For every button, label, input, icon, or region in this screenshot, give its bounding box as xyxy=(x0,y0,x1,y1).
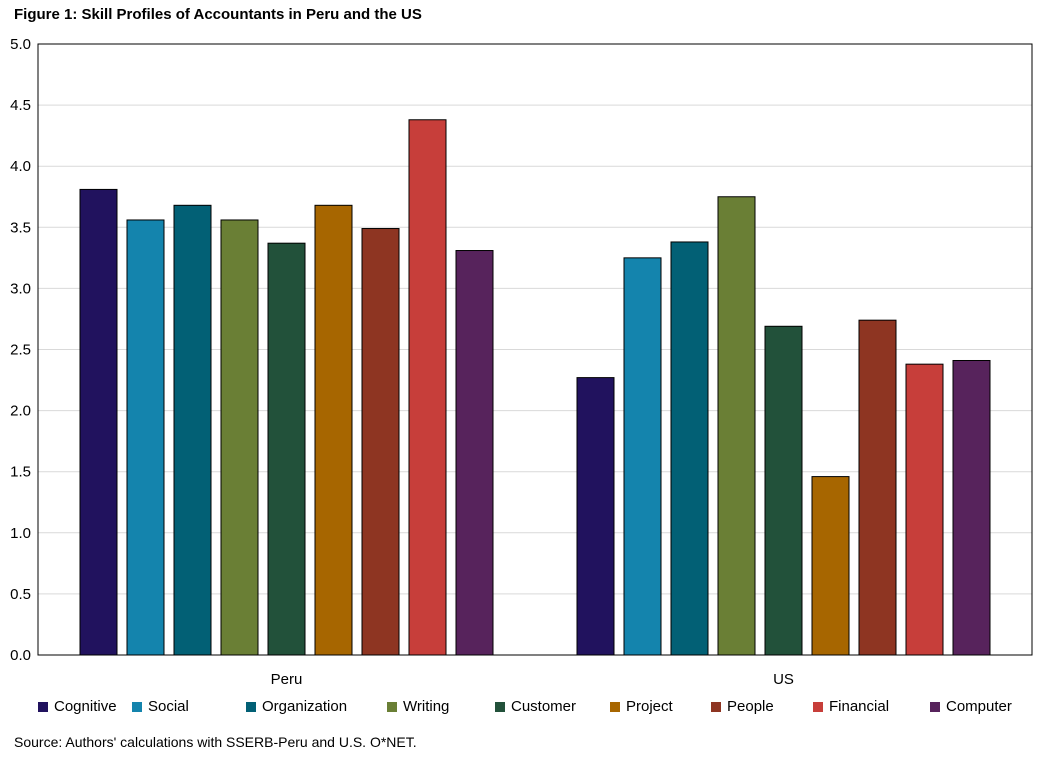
legend-label: Social xyxy=(148,698,189,715)
bar-chart: 0.0 0.5 1.0 1.5 2.0 2.5 3.0 3.5 4.0 4.5 5.0 Peru US xyxy=(10,36,1033,688)
legend-swatch xyxy=(711,701,721,712)
legend-item-writing: Writing xyxy=(387,698,449,715)
bar-cognitive-peru xyxy=(79,188,118,656)
legend-item-organization: Organization xyxy=(246,698,347,715)
y-tick-label: 5.0 xyxy=(10,36,31,53)
bar-customer-us xyxy=(764,325,803,656)
bar-cognitive-us xyxy=(576,377,615,656)
y-tick-label: 2.0 xyxy=(10,403,31,420)
bar-people-us xyxy=(858,319,897,656)
legend-label: Customer xyxy=(511,698,577,715)
y-tick-label: 1.0 xyxy=(10,525,31,542)
y-tick-label: 0.0 xyxy=(10,647,31,664)
bar-organization-peru xyxy=(173,204,212,656)
x-tick-label: Peru xyxy=(271,671,303,688)
source-note: Source: Authors' calculations with SSERB… xyxy=(14,734,417,750)
y-tick-label: 1.5 xyxy=(10,464,31,481)
legend-swatch xyxy=(38,701,48,712)
y-tick-label: 3.5 xyxy=(10,219,31,236)
legend-label: Computer xyxy=(946,698,1012,715)
legend-swatch xyxy=(610,701,620,712)
legend-swatch xyxy=(246,701,256,712)
legend-item-social: Social xyxy=(132,698,189,715)
legend-item-customer: Customer xyxy=(495,698,576,715)
legend-item-people: People xyxy=(711,698,774,715)
bar-customer-peru xyxy=(267,242,306,656)
legend-swatch xyxy=(930,701,940,712)
legend-label: Project xyxy=(626,698,673,715)
bar-people-peru xyxy=(361,228,400,656)
bars xyxy=(79,119,991,656)
legend-label: Cognitive xyxy=(54,698,117,715)
bar-computer-peru xyxy=(455,250,494,656)
y-tick-label: 0.5 xyxy=(10,586,31,603)
bar-project-peru xyxy=(314,204,353,656)
legend-item-project: Project xyxy=(610,698,673,715)
bar-computer-us xyxy=(952,359,991,656)
bar-social-peru xyxy=(126,219,165,656)
legend-item-cognitive: Cognitive xyxy=(38,698,117,715)
legend: Cognitive Social Organization Writing Custom… xyxy=(38,698,1038,720)
plot-frame xyxy=(37,43,1033,656)
legend-label: Writing xyxy=(403,698,450,715)
legend-label: Organization xyxy=(262,698,348,715)
y-tick-label: 2.5 xyxy=(10,342,31,359)
bar-project-us xyxy=(811,476,850,656)
y-axis-ticks: 0.0 0.5 1.0 1.5 2.0 2.5 3.0 3.5 4.0 4.5 5.0 xyxy=(10,36,31,664)
bar-organization-us xyxy=(670,241,709,656)
y-tick-label: 4.5 xyxy=(10,97,31,114)
y-tick-label: 3.0 xyxy=(10,280,31,297)
y-tick-label: 4.0 xyxy=(10,158,31,175)
x-tick-label: US xyxy=(773,671,794,688)
legend-swatch xyxy=(813,701,823,712)
legend-label: Financial xyxy=(829,698,890,715)
x-axis-ticks: Peru US xyxy=(271,671,794,688)
bar-financial-peru xyxy=(408,119,447,656)
bar-financial-us xyxy=(905,363,944,656)
legend-item-financial: Financial xyxy=(813,698,889,715)
legend-swatch xyxy=(132,701,142,712)
legend-item-computer: Computer xyxy=(930,698,1012,715)
bar-social-us xyxy=(623,257,662,656)
chart-title: Figure 1: Skill Profiles of Accountants … xyxy=(14,6,422,23)
legend-swatch xyxy=(495,701,505,712)
legend-swatch xyxy=(387,701,397,712)
bar-writing-peru xyxy=(220,219,259,656)
legend-label: People xyxy=(727,698,774,715)
bar-writing-us xyxy=(717,196,756,656)
